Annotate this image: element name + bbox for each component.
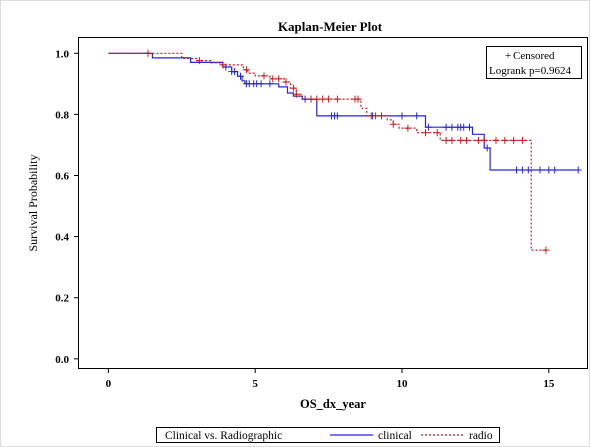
legend-label-radio: radio xyxy=(469,430,493,442)
censor-mark-clinical xyxy=(536,166,544,174)
y-tick-label: 0.8 xyxy=(55,109,69,121)
censor-mark-clinical xyxy=(483,144,491,152)
censor-mark-clinical xyxy=(266,80,274,88)
censor-mark-radio xyxy=(325,95,333,103)
censor-mark-clinical xyxy=(466,123,473,131)
censor-mark-radio xyxy=(433,129,441,137)
censor-mark-clinical xyxy=(518,166,526,174)
censor-mark-radio xyxy=(542,246,550,254)
censor-mark-radio xyxy=(282,78,290,86)
chart-title: Kaplan-Meier Plot xyxy=(278,19,383,34)
km-curve-radio xyxy=(108,52,546,251)
censor-mark-clinical xyxy=(413,112,421,120)
x-tick-label: 5 xyxy=(252,378,258,390)
censor-mark-radio xyxy=(219,61,227,69)
censor-mark-clinical xyxy=(574,166,582,174)
censor-mark-radio xyxy=(333,95,341,103)
censor-mark-radio xyxy=(260,72,268,80)
x-tick-label: 0 xyxy=(106,378,112,390)
inset-legend: + Censored Logrank p=0.9624 xyxy=(486,46,582,79)
censor-mark-clinical xyxy=(448,123,456,131)
censor-mark-radio xyxy=(354,95,362,103)
censor-mark-radio xyxy=(404,124,412,132)
censor-mark-radio xyxy=(518,136,526,144)
censor-mark-clinical xyxy=(257,80,265,88)
censor-mark-radio xyxy=(292,90,300,98)
x-tick-label: 15 xyxy=(543,378,555,390)
censor-mark-clinical xyxy=(524,166,532,174)
censor-mark-radio xyxy=(313,95,321,103)
y-axis-title: Survival Probability xyxy=(26,155,40,252)
legend-title: Clinical vs. Radiographic xyxy=(165,430,282,442)
censored-symbol: + xyxy=(505,50,511,62)
x-axis: 0 5 10 15 xyxy=(106,368,555,390)
y-tick-label: 0.6 xyxy=(55,171,69,183)
censor-mark-radio xyxy=(269,75,277,83)
logrank-label: Logrank p=0.9624 xyxy=(489,65,571,77)
y-tick-label: 0.2 xyxy=(55,293,69,305)
censor-mark-radio xyxy=(378,112,385,120)
censor-mark-radio xyxy=(389,120,397,128)
censor-mark-radio xyxy=(372,112,380,120)
censor-mark-radio xyxy=(242,66,250,74)
censor-mark-clinical xyxy=(333,112,341,120)
bottom-legend: Clinical vs. Radiographic clinical radio xyxy=(156,427,500,443)
legend-label-clinical: clinical xyxy=(378,430,412,442)
censor-mark-clinical xyxy=(545,166,553,174)
censor-mark-clinical xyxy=(424,123,432,131)
y-tick-label: 0.4 xyxy=(55,232,69,244)
censor-mark-clinical xyxy=(513,166,520,174)
censor-mark-clinical xyxy=(231,68,239,76)
x-axis-title: OS_dx_year xyxy=(300,397,366,411)
censor-mark-radio xyxy=(422,129,429,137)
censor-mark-radio xyxy=(457,136,465,144)
inset-legend-box xyxy=(486,46,582,79)
censor-mark-radio xyxy=(480,136,488,144)
series-layer xyxy=(108,49,582,254)
censor-mark-clinical xyxy=(398,112,406,120)
censor-mark-radio xyxy=(510,136,518,144)
y-tick-label: 1.0 xyxy=(55,48,69,60)
censor-mark-radio xyxy=(492,136,500,144)
censor-mark-radio xyxy=(463,136,471,144)
censor-mark-radio xyxy=(501,136,509,144)
bottom-legend-box xyxy=(156,427,500,443)
censor-mark-radio xyxy=(319,95,327,103)
censor-mark-radio xyxy=(289,84,297,92)
censor-mark-clinical xyxy=(551,166,559,174)
series-radio xyxy=(108,49,550,254)
censor-mark-radio xyxy=(195,57,203,65)
y-axis: 0.0 0.2 0.4 0.6 0.8 1.0 xyxy=(55,48,79,366)
plot-area xyxy=(78,37,588,369)
censor-mark-radio xyxy=(144,49,152,57)
x-tick-label: 10 xyxy=(397,378,409,390)
censored-label: Censored xyxy=(513,50,555,62)
censor-mark-radio xyxy=(275,75,283,83)
y-tick-label: 0.0 xyxy=(55,354,69,366)
censor-mark-clinical xyxy=(237,72,244,80)
censor-mark-radio xyxy=(448,136,456,144)
